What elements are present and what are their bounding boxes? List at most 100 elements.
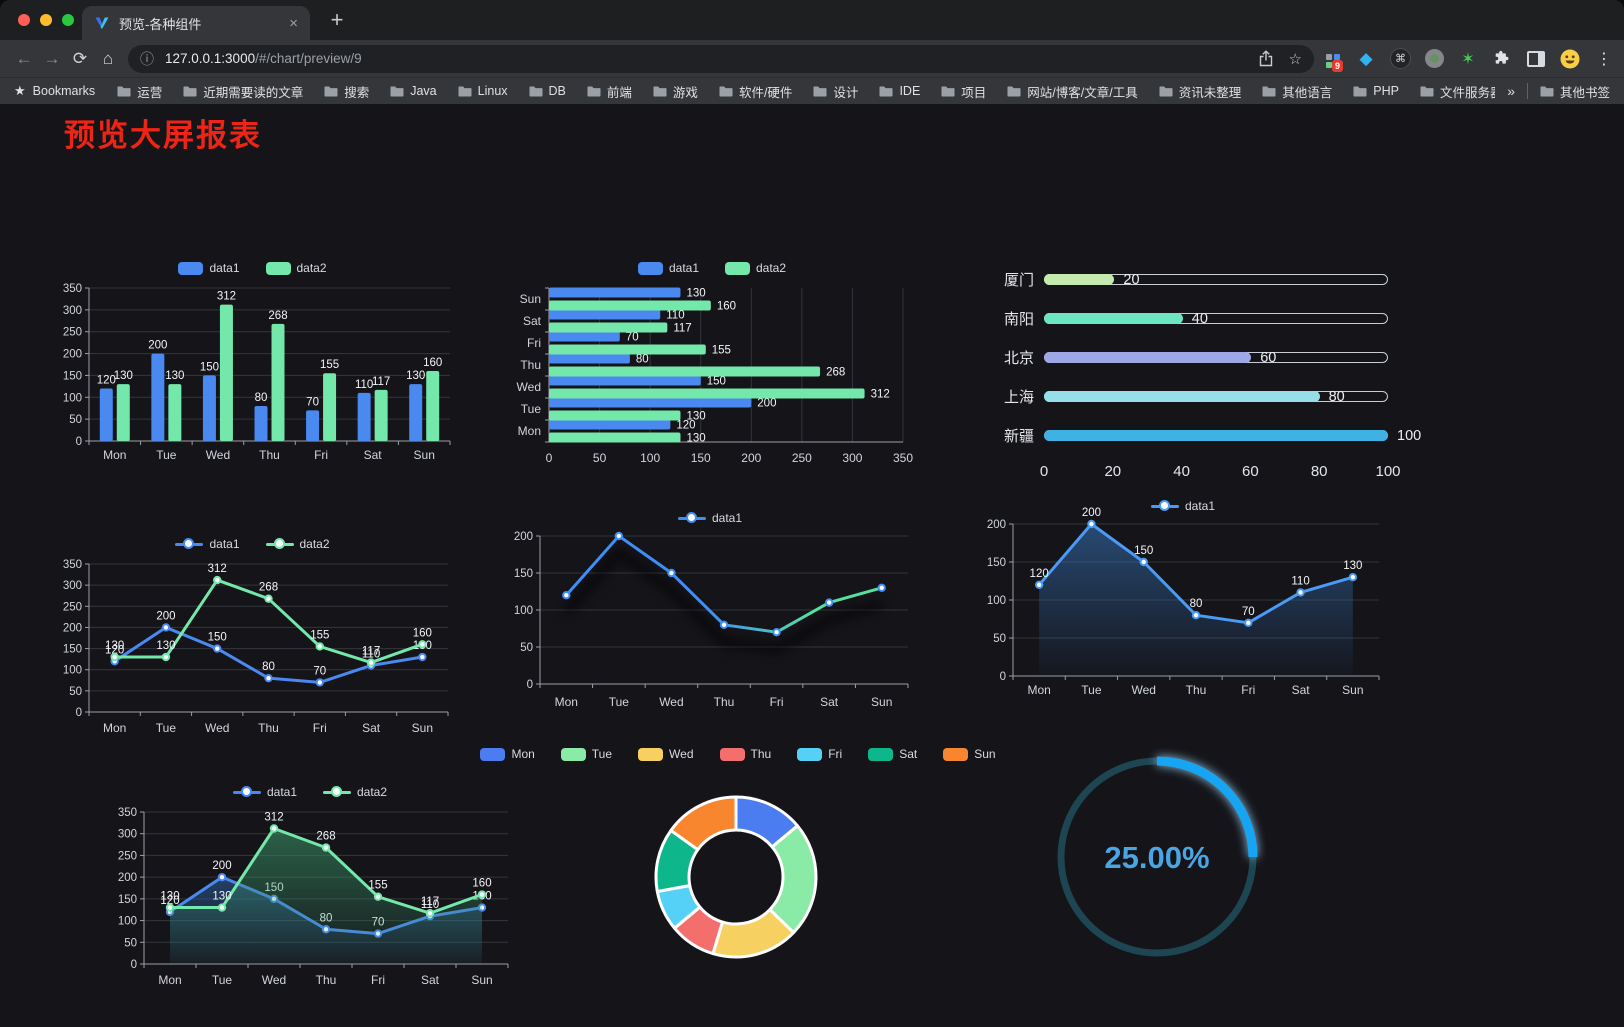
- bookmark-item[interactable]: 项目: [941, 82, 986, 101]
- pie-slice: [669, 795, 738, 852]
- bookmark-item[interactable]: 游戏: [653, 82, 698, 101]
- site-info-icon[interactable]: ⓘ: [140, 50, 154, 67]
- svg-text:150: 150: [118, 894, 137, 906]
- legend-item[interactable]: Mon: [480, 747, 535, 761]
- record-extension-icon[interactable]: [1425, 49, 1444, 68]
- legend-item[interactable]: Thu: [719, 747, 771, 761]
- extensions-puzzle-icon[interactable]: [1492, 48, 1512, 70]
- percent-gauge-chart[interactable]: 25.00%: [1048, 748, 1266, 966]
- command-extension-icon[interactable]: ⌘: [1390, 48, 1411, 69]
- chart-legend: data1 data2: [45, 260, 460, 276]
- svg-text:150: 150: [691, 451, 711, 465]
- sidebar-toggle-icon[interactable]: [1526, 48, 1546, 70]
- bookmark-item[interactable]: Java: [390, 84, 437, 98]
- legend-item[interactable]: data2: [323, 785, 387, 799]
- legend-item[interactable]: Sun: [943, 747, 996, 761]
- horizontal-bar-chart[interactable]: data1 data2 0 50 100 150 200 250 300 350 Mon 120 130…: [503, 252, 921, 470]
- bookmark-item[interactable]: Linux: [458, 84, 508, 98]
- bookmark-item[interactable]: IDE: [879, 84, 920, 98]
- bookmarks-star-icon: ★: [14, 83, 26, 98]
- legend-item[interactable]: Tue: [560, 747, 612, 761]
- chart-legend: Mon Tue Wed Thu Fri Sat Sun: [480, 746, 996, 762]
- gradient-line-chart[interactable]: data1 0 50 100 150 200 Mon Tue Wed Thu Fri Sat Sun: [498, 502, 922, 714]
- svg-text:155: 155: [712, 345, 731, 357]
- svg-text:350: 350: [893, 451, 913, 465]
- address-bar[interactable]: ⓘ 127.0.0.1:3000/#/chart/preview/9 ☆: [128, 44, 1314, 73]
- svg-text:50: 50: [993, 633, 1006, 645]
- legend-item[interactable]: data1: [637, 261, 699, 275]
- legend-item[interactable]: data1: [232, 785, 297, 799]
- new-tab-button[interactable]: +: [330, 7, 344, 32]
- bookmarks-overflow-chevron[interactable]: »: [1507, 83, 1515, 99]
- legend-item[interactable]: data2: [265, 261, 327, 275]
- svg-text:150: 150: [63, 370, 82, 382]
- city-progress-chart[interactable]: 厦门 20 南阳 40 北京 60 上海 80 新疆 100 0 20 40 60 80 100: [988, 258, 1421, 486]
- legend-item[interactable]: data1: [178, 261, 240, 275]
- progress-track: 20: [1044, 272, 1388, 286]
- svg-text:Tue: Tue: [156, 448, 177, 462]
- legend-item[interactable]: data2: [725, 261, 786, 275]
- menu-icon[interactable]: ⋮: [1596, 50, 1612, 68]
- legend-item[interactable]: Wed: [638, 747, 694, 761]
- progress-value: 100: [1397, 427, 1422, 444]
- folder-icon: [1540, 86, 1554, 96]
- svg-text:300: 300: [118, 829, 137, 841]
- tab-grid-extension-icon[interactable]: 9: [1326, 51, 1343, 72]
- legend-item[interactable]: Sat: [868, 747, 917, 761]
- svg-text:200: 200: [156, 610, 175, 622]
- single-area-chart[interactable]: data1 0 50 100 150 200 Mon Tue Wed Thu Fri Sat Sun 12…: [973, 490, 1393, 702]
- home-button[interactable]: ⌂: [102, 48, 114, 68]
- bookmark-item[interactable]: 前端: [587, 82, 632, 101]
- bookmark-item[interactable]: 网站/博客/文章/工具: [1007, 82, 1138, 101]
- legend-item[interactable]: data1: [1150, 499, 1215, 513]
- forward-button[interactable]: →: [43, 48, 61, 68]
- progress-fill: [1044, 352, 1252, 363]
- chart-canvas: 25.00%: [1057, 756, 1258, 957]
- svg-text:300: 300: [63, 580, 82, 592]
- two-series-line-chart[interactable]: data1 data2 0 50 100 150 200 250 300 350 Mon Tue Wed…: [45, 528, 460, 740]
- svg-text:Sat: Sat: [362, 721, 381, 735]
- weekday-donut-chart[interactable]: Mon Tue Wed Thu Fri Sat Sun: [480, 738, 996, 990]
- bookmark-item[interactable]: 其他语言: [1262, 82, 1332, 101]
- svg-text:Sat: Sat: [820, 695, 839, 709]
- svg-text:120: 120: [1030, 568, 1049, 580]
- chart-canvas: 0 50 100 150 200 250 300 350 Mon Tue Wed Thu Fri Sat S…: [63, 283, 451, 462]
- back-button[interactable]: ←: [15, 48, 33, 68]
- bookmark-item[interactable]: 资讯未整理: [1159, 82, 1241, 101]
- bookmark-item[interactable]: 运营: [117, 82, 162, 101]
- progress-fill: [1044, 274, 1115, 285]
- star-extension-icon[interactable]: ✶: [1461, 50, 1475, 68]
- bookmark-item[interactable]: 近期需要读的文章: [183, 82, 303, 101]
- svg-text:70: 70: [306, 396, 319, 408]
- bookmark-item[interactable]: 软件/硬件: [719, 82, 792, 101]
- maximize-window-button[interactable]: [62, 14, 74, 26]
- svg-text:312: 312: [871, 389, 890, 401]
- bookmark-item[interactable]: DB: [529, 84, 566, 98]
- minimize-window-button[interactable]: [40, 14, 52, 26]
- legend-item[interactable]: data2: [265, 537, 330, 551]
- reload-button[interactable]: ⟳: [72, 48, 88, 68]
- svg-text:110: 110: [355, 379, 373, 391]
- two-series-area-chart[interactable]: data1 data2 0 50 100 150 200 250 300 350 Mon Tue Wed…: [100, 776, 520, 992]
- share-icon[interactable]: [1259, 50, 1273, 67]
- legend-item[interactable]: data1: [175, 537, 240, 551]
- bookmark-item[interactable]: 设计: [813, 82, 858, 101]
- svg-text:Sat: Sat: [523, 314, 542, 328]
- legend-item[interactable]: Fri: [797, 747, 842, 761]
- chart-canvas: 0 50 100 150 200 250 300 350 Mon Tue Wed Thu Fri Sat S…: [63, 559, 449, 735]
- bookmarks-label[interactable]: Bookmarks: [32, 84, 96, 98]
- bookmark-item[interactable]: 搜索: [324, 82, 369, 101]
- legend-item[interactable]: data1: [677, 511, 742, 525]
- bookmark-item[interactable]: PHP: [1353, 84, 1399, 98]
- bookmark-star-icon[interactable]: ☆: [1288, 50, 1302, 68]
- svg-text:100: 100: [63, 665, 82, 677]
- other-bookmarks-folder[interactable]: 其他书签: [1540, 82, 1610, 101]
- url-host: 127.0.0.1:3000: [165, 51, 256, 66]
- bookmark-item[interactable]: 文件服务器: [1420, 82, 1495, 101]
- gem-extension-icon[interactable]: ◆: [1359, 48, 1373, 68]
- close-window-button[interactable]: [18, 14, 30, 26]
- browser-tab[interactable]: 预览-各种组件 ×: [82, 6, 310, 40]
- grouped-bar-chart[interactable]: data1 data2 0 50 100 150 200 250 300 350 Mon Tue Wed…: [45, 252, 460, 467]
- close-tab-icon[interactable]: ×: [289, 14, 298, 32]
- profile-avatar[interactable]: [1560, 48, 1580, 70]
